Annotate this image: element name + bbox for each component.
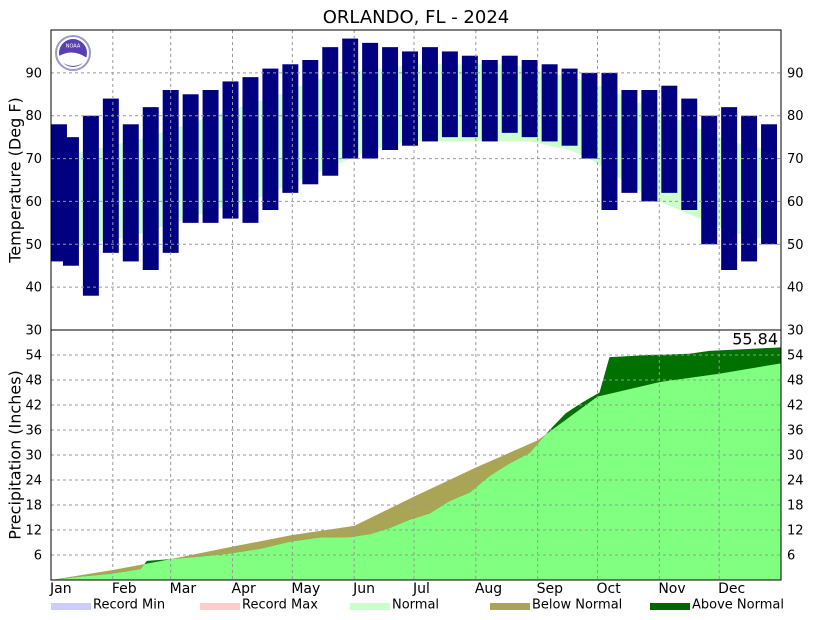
temperature-bar xyxy=(541,64,558,142)
x-tick-label: Jul xyxy=(412,581,430,597)
temperature-bar xyxy=(402,51,418,146)
y-tick-label: 42 xyxy=(25,399,42,414)
temperature-bar xyxy=(142,107,159,271)
y-tick-label: 40 xyxy=(25,281,42,296)
y-tick-label: 48 xyxy=(787,374,804,389)
temperature-bar xyxy=(282,64,299,193)
temperature-bar xyxy=(342,38,359,159)
y-tick-label: 90 xyxy=(787,66,804,81)
y-tick-label: 36 xyxy=(25,424,42,439)
legend-swatch xyxy=(51,603,91,610)
y-tick-label: 80 xyxy=(787,109,804,124)
y-tick-label: 6 xyxy=(787,549,795,564)
y-axis-title: Temperature (Deg F) xyxy=(6,97,25,264)
temperature-bar xyxy=(581,72,598,159)
temperature-bar xyxy=(222,81,239,219)
y-tick-label: 60 xyxy=(25,195,42,210)
temperature-bar xyxy=(302,60,319,185)
legend-label: Below Normal xyxy=(532,598,622,613)
temperature-bar xyxy=(701,115,718,245)
legend-swatch xyxy=(490,603,530,610)
temperature-bar xyxy=(561,68,578,146)
x-tick-label: Mar xyxy=(170,581,197,597)
x-tick-label: Sep xyxy=(537,581,564,597)
temperature-bar xyxy=(322,47,339,176)
logo: NOAA xyxy=(55,35,91,71)
y-axis-title: Precipitation (Inches) xyxy=(6,370,25,540)
observed-base-area xyxy=(51,363,781,580)
temperature-bar xyxy=(621,90,638,193)
y-tick-label: 12 xyxy=(25,524,42,539)
y-tick-label: 90 xyxy=(25,66,42,81)
logo-text: NOAA xyxy=(66,44,81,50)
temperature-bar xyxy=(362,42,379,159)
temperature-bar xyxy=(521,60,538,138)
legend-swatch xyxy=(650,603,690,610)
legend-label: Above Normal xyxy=(692,598,784,613)
x-tick-label: Aug xyxy=(475,581,502,597)
temperature-bar xyxy=(601,72,618,210)
temperature-bar xyxy=(122,124,139,262)
temperature-bar xyxy=(741,115,758,262)
y-tick-label: 30 xyxy=(787,324,804,339)
legend-swatch xyxy=(200,603,240,610)
plot-frame xyxy=(50,329,782,581)
y-tick-label: 54 xyxy=(25,349,42,364)
y-tick-label: 54 xyxy=(787,349,804,364)
temperature-bar xyxy=(721,107,738,271)
y-tick-label: 30 xyxy=(25,324,42,339)
temperature-bar xyxy=(481,60,498,142)
temperature-bar xyxy=(441,51,458,138)
y-tick-label: 50 xyxy=(787,238,804,253)
x-tick-label: Apr xyxy=(232,581,256,597)
temperature-bar xyxy=(661,85,678,193)
temperature-bar xyxy=(102,98,119,253)
x-tick-label: Nov xyxy=(658,581,685,597)
temperature-bar xyxy=(681,98,698,210)
legend-swatch xyxy=(350,603,390,610)
y-tick-label: 42 xyxy=(787,399,804,414)
temperature-bar xyxy=(162,90,179,253)
temperature-bar xyxy=(641,90,658,202)
legend-label: Record Min xyxy=(93,598,165,613)
temperature-bar xyxy=(461,55,478,138)
y-tick-label: 48 xyxy=(25,374,42,389)
y-tick-label: 70 xyxy=(25,152,42,167)
plot: 30 30 40 40 50 50 60 60 70 70 80 80 90 90 6 6 12 12 18 18 24… xyxy=(25,29,804,613)
temperature-bar xyxy=(761,124,778,245)
x-tick-label: Oct xyxy=(597,581,622,597)
y-tick-label: 30 xyxy=(25,449,42,464)
temperature-bar xyxy=(202,90,219,223)
y-tick-label: 24 xyxy=(787,474,804,489)
x-tick-label: May xyxy=(291,581,320,597)
x-tick-label: Jun xyxy=(352,581,375,597)
temperature-bar xyxy=(82,115,99,296)
y-tick-label: 40 xyxy=(787,281,804,296)
temperature-bar xyxy=(421,47,438,142)
y-tick-label: 18 xyxy=(25,499,42,514)
temperature-bar xyxy=(501,55,518,133)
legend-label: Normal xyxy=(392,598,439,613)
x-tick-label: Dec xyxy=(718,581,745,597)
y-tick-label: 30 xyxy=(787,449,804,464)
chart-title: ORLANDO, FL - 2024 xyxy=(323,7,510,28)
y-tick-label: 6 xyxy=(34,549,42,564)
annotation: 55.84 xyxy=(732,330,778,349)
legend-label: Record Max xyxy=(242,598,318,613)
y-tick-label: 36 xyxy=(787,424,804,439)
temperature-bar xyxy=(242,77,259,223)
y-tick-label: 24 xyxy=(25,474,42,489)
y-tick-label: 70 xyxy=(787,152,804,167)
y-tick-label: 12 xyxy=(787,524,804,539)
temperature-bar xyxy=(262,68,279,210)
x-tick-label: Feb xyxy=(112,581,137,597)
y-tick-label: 80 xyxy=(25,109,42,124)
y-tick-label: 50 xyxy=(25,238,42,253)
temperature-bar xyxy=(382,47,399,151)
y-tick-label: 18 xyxy=(787,499,804,514)
y-tick-label: 60 xyxy=(787,195,804,210)
x-tick-label: Jan xyxy=(49,581,72,597)
